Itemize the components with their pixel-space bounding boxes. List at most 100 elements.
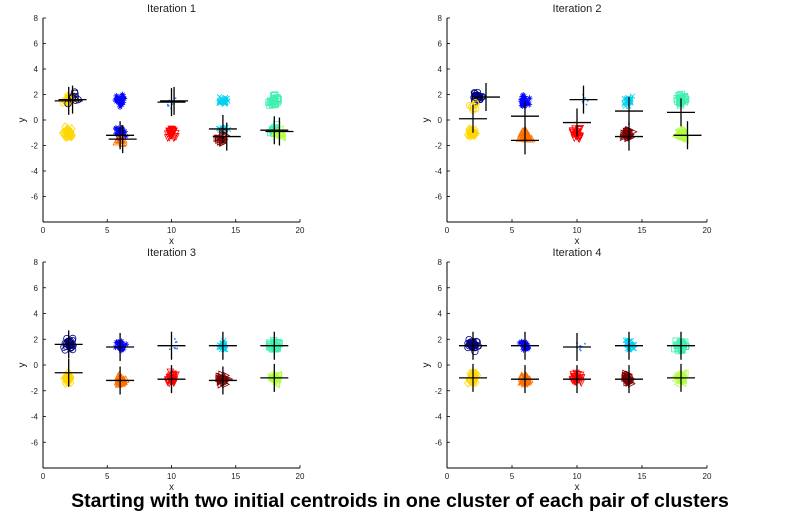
y-axis-label: y <box>17 363 28 368</box>
star-marker <box>121 95 128 102</box>
x-tick-label: 15 <box>638 226 647 235</box>
point-marker <box>169 348 171 351</box>
centroid-marker <box>459 363 487 392</box>
x-tick-label: 10 <box>573 226 582 235</box>
centroid-marker <box>615 365 643 394</box>
x-tick-label: 20 <box>296 472 305 481</box>
triangle-right-marker <box>218 135 227 144</box>
centroid-marker <box>667 331 695 360</box>
centroid-marker <box>157 331 186 360</box>
y-axis-label: y <box>17 118 28 123</box>
star-marker <box>526 95 533 102</box>
diamond-marker <box>468 127 477 137</box>
y-tick-label: 2 <box>438 335 443 344</box>
y-tick-label: 0 <box>438 116 443 125</box>
x-axis-label: x <box>575 236 580 247</box>
centroid-marker <box>472 83 500 112</box>
x-marker <box>217 100 223 106</box>
triangle-left-marker <box>278 133 286 142</box>
star-marker <box>115 125 122 132</box>
triangle-left-marker <box>674 126 683 134</box>
centroid-marker <box>106 121 135 150</box>
circle-marker <box>64 91 72 100</box>
centroid-marker <box>54 86 83 115</box>
triangle-left-marker <box>671 376 680 385</box>
circle-marker <box>69 334 77 343</box>
y-tick-label: 2 <box>438 91 443 100</box>
y-tick-label: 2 <box>34 91 39 100</box>
y-tick-label: 6 <box>438 40 443 49</box>
centroid-marker <box>511 365 539 394</box>
y-tick-label: -6 <box>31 438 39 447</box>
figure-caption: Starting with two initial centroids in o… <box>71 490 729 512</box>
square-marker <box>678 339 687 348</box>
triangle-up-marker <box>520 131 528 140</box>
square-marker <box>676 340 684 348</box>
triangle-left-marker <box>277 129 286 138</box>
y-tick-label: 8 <box>438 14 443 23</box>
star-marker <box>117 127 124 134</box>
square-marker <box>679 97 687 105</box>
x-marker <box>220 97 227 104</box>
triangle-down-marker <box>575 135 584 144</box>
star-marker <box>115 96 122 103</box>
x-tick-label: 20 <box>703 472 712 481</box>
x-tick-label: 20 <box>296 226 305 235</box>
star-marker <box>113 339 120 346</box>
x-tick-label: 20 <box>703 226 712 235</box>
centroid-marker <box>673 121 702 150</box>
centroid-marker <box>260 331 289 360</box>
y-tick-label: -4 <box>435 413 443 422</box>
y-axis-label: y <box>421 118 432 123</box>
triangle-right-marker <box>220 379 229 388</box>
centroid-marker <box>511 331 539 360</box>
x-axis-label: x <box>169 482 174 493</box>
y-tick-label: 0 <box>34 361 39 370</box>
y-tick-label: 8 <box>34 14 39 23</box>
point-marker <box>579 348 581 350</box>
point-marker <box>166 103 169 106</box>
centroid-marker <box>511 102 539 131</box>
point-marker <box>584 342 586 345</box>
triangle-down-marker <box>168 129 177 138</box>
star-marker <box>519 102 526 109</box>
centroid-marker <box>667 363 695 392</box>
star-marker <box>120 346 127 353</box>
centroid-marker <box>208 114 237 143</box>
circle-marker <box>71 89 79 97</box>
triangle-right-marker <box>620 129 629 138</box>
triangle-up-marker <box>121 375 130 383</box>
point-marker <box>585 103 588 106</box>
y-tick-label: 0 <box>438 361 443 370</box>
diamond-marker <box>66 127 74 138</box>
x-tick-label: 0 <box>41 226 46 235</box>
subplot-title: Iteration 1 <box>147 3 196 15</box>
x-tick-label: 15 <box>231 226 240 235</box>
point-marker <box>173 346 176 349</box>
point-marker <box>174 341 177 344</box>
centroid-marker <box>212 122 241 151</box>
x-tick-label: 15 <box>231 472 240 481</box>
star-marker <box>520 341 527 348</box>
triangle-up-marker <box>523 134 532 143</box>
x-tick-label: 10 <box>167 472 176 481</box>
centroid-marker <box>157 88 186 117</box>
x-tick-label: 0 <box>445 472 450 481</box>
x-marker <box>221 98 227 105</box>
star-marker <box>518 96 525 103</box>
star-marker <box>119 340 126 347</box>
subplot-1: 0 5 10 15 20 -6 -4 -2 0 2 4 6 8 Iteration 1 x y <box>17 3 305 247</box>
triangle-down-marker <box>170 379 178 388</box>
triangle-right-marker <box>622 372 630 381</box>
star-marker <box>520 98 527 105</box>
centroid-marker <box>208 366 237 395</box>
y-tick-label: -4 <box>31 413 39 422</box>
star-marker <box>119 92 126 99</box>
y-tick-label: 4 <box>438 310 443 319</box>
y-tick-label: 2 <box>34 335 39 344</box>
triangle-right-marker <box>627 378 635 386</box>
centroid-marker <box>106 332 135 361</box>
triangle-down-marker <box>163 134 172 142</box>
diamond-marker <box>62 128 71 138</box>
